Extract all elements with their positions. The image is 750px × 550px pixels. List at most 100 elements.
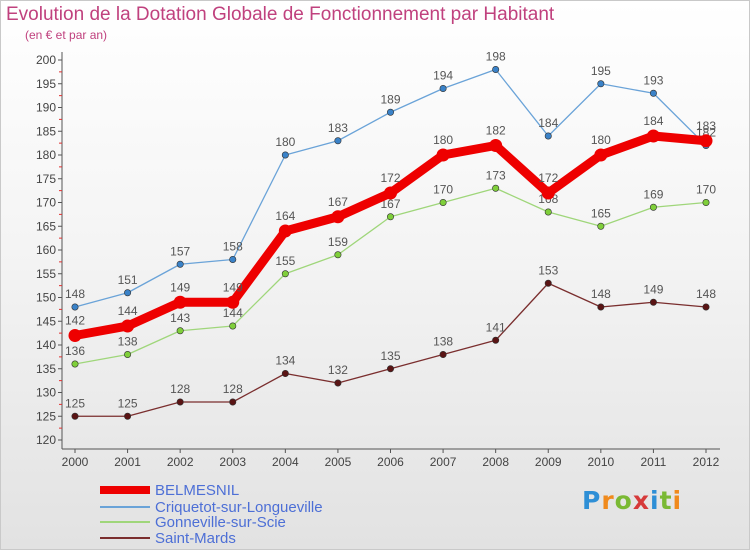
data-point bbox=[702, 199, 710, 207]
data-point bbox=[439, 199, 447, 207]
data-label: 155 bbox=[275, 254, 295, 268]
data-label: 138 bbox=[118, 335, 138, 349]
data-point bbox=[386, 108, 394, 116]
x-tick-label: 2011 bbox=[641, 455, 667, 469]
y-tick-label: 155 bbox=[36, 267, 56, 281]
x-tick-label: 2003 bbox=[219, 455, 246, 469]
data-point bbox=[334, 137, 342, 145]
x-tick-label: 2002 bbox=[167, 455, 194, 469]
data-label: 128 bbox=[170, 382, 190, 396]
data-label: 136 bbox=[65, 344, 85, 358]
data-point bbox=[331, 210, 345, 224]
legend-item-belmesnil: BELMESNIL bbox=[100, 481, 240, 499]
data-point bbox=[597, 80, 605, 88]
y-tick-label: 175 bbox=[36, 172, 56, 186]
x-tick-label: 2008 bbox=[482, 455, 509, 469]
data-label: 182 bbox=[486, 124, 506, 138]
data-label: 138 bbox=[433, 335, 453, 349]
data-label: 195 bbox=[591, 64, 611, 78]
data-label: 193 bbox=[643, 73, 663, 87]
legend-item-criquetot: Criquetot-sur-Longueville bbox=[100, 499, 323, 516]
data-point bbox=[649, 89, 657, 97]
data-label: 148 bbox=[591, 287, 611, 301]
data-point bbox=[68, 329, 82, 342]
y-tick-label: 160 bbox=[36, 243, 56, 257]
data-label: 158 bbox=[223, 240, 243, 254]
data-point bbox=[124, 289, 132, 297]
x-tick-label: 2009 bbox=[535, 455, 562, 469]
data-point bbox=[386, 365, 394, 373]
data-point bbox=[281, 270, 289, 278]
legend-swatch-gonneville bbox=[100, 521, 150, 523]
data-point bbox=[439, 85, 447, 93]
y-tick-label: 170 bbox=[36, 196, 56, 210]
data-point bbox=[124, 350, 132, 358]
data-point bbox=[492, 66, 500, 74]
data-label: 183 bbox=[328, 121, 348, 135]
data-label: 184 bbox=[538, 116, 558, 130]
y-tick-label: 120 bbox=[36, 433, 56, 447]
data-point bbox=[176, 260, 184, 268]
data-point bbox=[597, 303, 605, 311]
data-point bbox=[646, 129, 660, 143]
proxiti-logo: Proxiti bbox=[582, 486, 683, 515]
data-label: 144 bbox=[223, 306, 243, 320]
legend-swatch-belmesnil bbox=[100, 486, 150, 494]
data-point bbox=[278, 224, 292, 238]
legend-label: Saint-Mards bbox=[155, 529, 236, 547]
data-label: 135 bbox=[380, 349, 400, 363]
y-tick-label: 145 bbox=[36, 314, 56, 328]
y-tick-label: 180 bbox=[36, 148, 56, 162]
data-point bbox=[436, 148, 450, 162]
legend-label: Gonneville-sur-Scie bbox=[155, 513, 286, 531]
data-label: 125 bbox=[118, 396, 138, 410]
data-label: 143 bbox=[170, 311, 190, 325]
data-label: 148 bbox=[65, 287, 85, 301]
data-label: 189 bbox=[380, 92, 400, 106]
data-label: 167 bbox=[380, 197, 400, 211]
legend-item-gonneville: Gonneville-sur-Scie bbox=[100, 513, 286, 531]
data-label: 164 bbox=[275, 209, 295, 223]
y-tick-label: 140 bbox=[36, 338, 56, 352]
data-label: 125 bbox=[65, 396, 85, 410]
x-tick-label: 2007 bbox=[430, 455, 457, 469]
data-point bbox=[492, 184, 500, 192]
data-point bbox=[489, 139, 503, 152]
data-label: 172 bbox=[538, 171, 558, 185]
data-label: 132 bbox=[328, 363, 348, 377]
data-point bbox=[699, 134, 713, 148]
data-point bbox=[71, 412, 79, 420]
y-tick-label: 165 bbox=[36, 219, 56, 233]
data-point bbox=[173, 295, 187, 309]
data-label: 180 bbox=[433, 133, 453, 147]
data-label: 134 bbox=[275, 354, 295, 368]
data-label: 170 bbox=[433, 183, 453, 197]
data-point bbox=[649, 203, 657, 211]
data-point bbox=[492, 336, 500, 344]
y-tick-label: 200 bbox=[36, 53, 56, 67]
legend-item-saint-mards: Saint-Mards bbox=[100, 529, 236, 547]
y-tick-label: 150 bbox=[36, 291, 56, 305]
data-label: 144 bbox=[118, 304, 138, 318]
data-point bbox=[702, 303, 710, 311]
data-point bbox=[71, 360, 79, 368]
x-tick-label: 2004 bbox=[272, 455, 299, 469]
data-label: 149 bbox=[170, 280, 190, 294]
data-label: 141 bbox=[486, 320, 506, 334]
data-label: 148 bbox=[696, 287, 716, 301]
data-label: 149 bbox=[223, 280, 243, 294]
data-point bbox=[71, 303, 79, 311]
y-tick-label: 135 bbox=[36, 362, 56, 376]
x-tick-label: 2012 bbox=[693, 455, 720, 469]
x-tick-label: 2000 bbox=[62, 455, 89, 469]
data-label: 165 bbox=[591, 206, 611, 220]
data-point bbox=[281, 369, 289, 377]
x-tick-label: 2006 bbox=[377, 455, 404, 469]
data-label: 157 bbox=[170, 244, 190, 258]
legend-label: BELMESNIL bbox=[155, 481, 240, 499]
data-label: 167 bbox=[328, 195, 348, 209]
data-point bbox=[121, 319, 135, 333]
data-point bbox=[544, 132, 552, 140]
data-label: 194 bbox=[433, 69, 453, 83]
